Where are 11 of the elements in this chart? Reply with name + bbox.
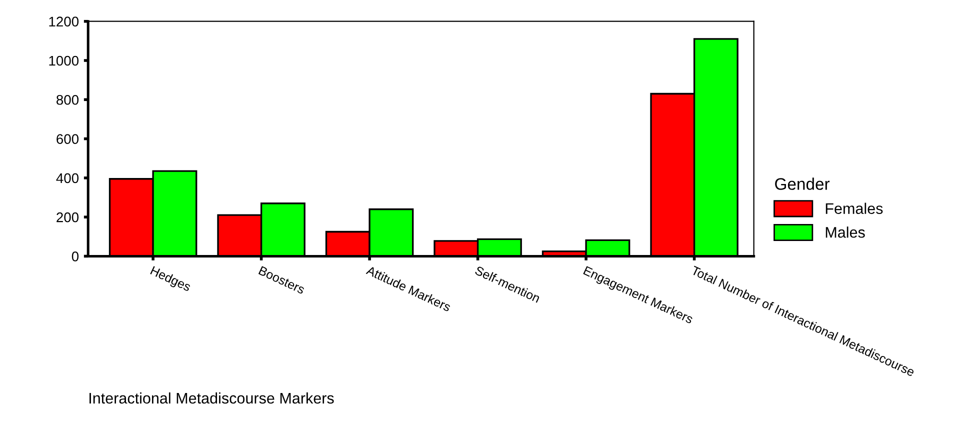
y-tick-label: 800 <box>56 94 79 105</box>
y-tick-label: 600 <box>56 134 79 144</box>
x-axis-title: Interactional Metadiscourse Markers <box>90 392 334 404</box>
legend-label: Males <box>826 226 865 238</box>
y-tick-label: 400 <box>56 173 79 184</box>
y-tick-label: 0 <box>72 252 79 262</box>
y-tick-label: 200 <box>56 212 79 222</box>
y-tick-label: 1200 <box>49 16 79 27</box>
legend-title: Gender <box>775 178 830 190</box>
legend-label: Females <box>826 202 883 214</box>
y-tick-label: 1000 <box>49 56 79 66</box>
